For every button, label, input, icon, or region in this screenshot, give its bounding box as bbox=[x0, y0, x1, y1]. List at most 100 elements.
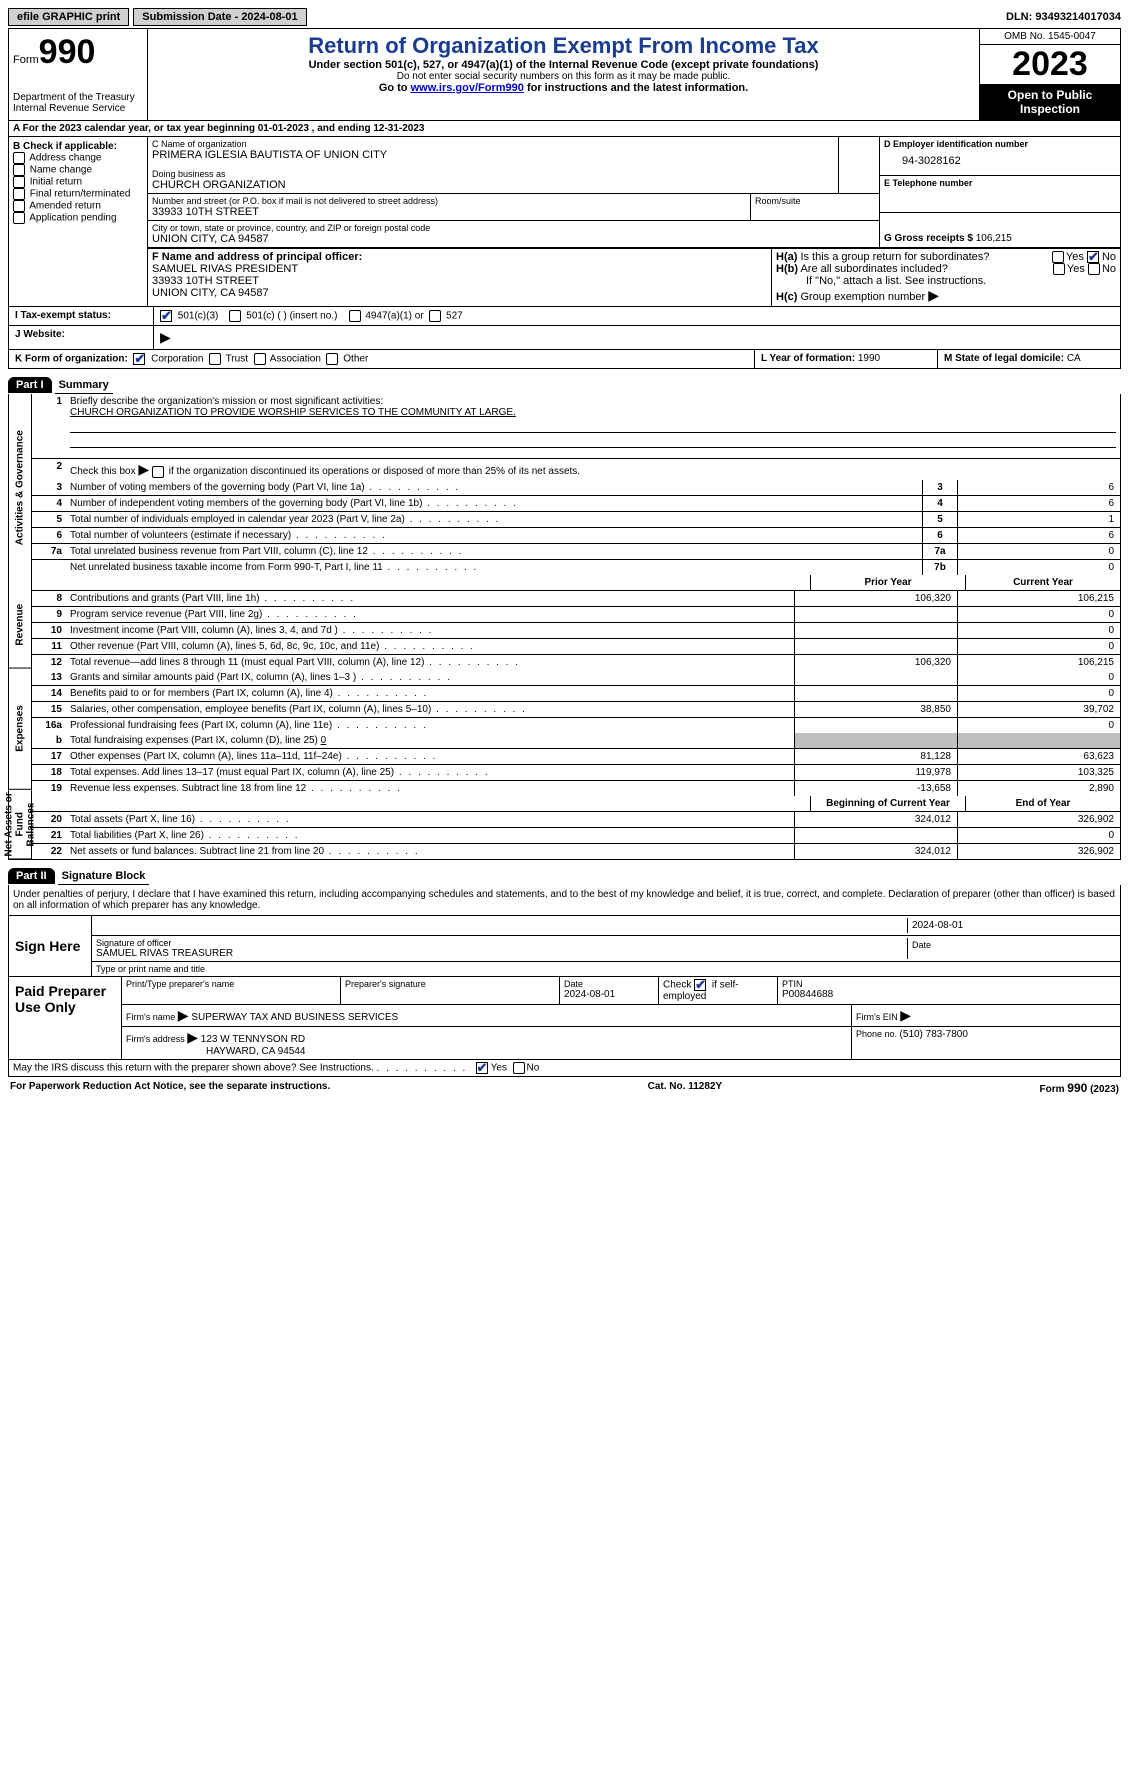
b-checkbox[interactable] bbox=[13, 188, 25, 200]
c-name-label: C Name of organization bbox=[152, 139, 834, 149]
firm-name-label: Firm's name bbox=[126, 1012, 178, 1022]
org-name: PRIMERA IGLESIA BAUTISTA OF UNION CITY bbox=[152, 149, 834, 161]
form-title: Return of Organization Exempt From Incom… bbox=[152, 33, 975, 59]
summary-row: 7aTotal unrelated business revenue from … bbox=[32, 544, 1120, 560]
b-item: Final return/terminated bbox=[13, 188, 143, 200]
paid-preparer-label: Paid Preparer Use Only bbox=[9, 977, 122, 1059]
h-b: H(b) Are all subordinates included? Yes … bbox=[776, 263, 1116, 275]
officer-title-label: Type or print name and title bbox=[96, 964, 205, 974]
m-state: M State of legal domicile: CA bbox=[938, 350, 1120, 368]
omb-number: OMB No. 1545-0047 bbox=[980, 29, 1120, 45]
summary-row: 9Program service revenue (Part VIII, lin… bbox=[32, 607, 1120, 623]
k-form-org: K Form of organization: Corporation Trus… bbox=[9, 350, 755, 368]
summary-row: 13Grants and similar amounts paid (Part … bbox=[32, 670, 1120, 686]
summary-row: 18Total expenses. Add lines 13–17 (must … bbox=[32, 765, 1120, 781]
irs-link[interactable]: www.irs.gov/Form990 bbox=[411, 82, 524, 94]
i-label: I Tax-exempt status: bbox=[9, 307, 154, 325]
s1-label: Briefly describe the organization's miss… bbox=[70, 396, 1116, 407]
footer: For Paperwork Reduction Act Notice, see … bbox=[8, 1077, 1121, 1099]
officer-name: SAMUEL RIVAS TREASURER bbox=[96, 948, 907, 959]
addr-label: Number and street (or P.O. box if mail i… bbox=[152, 196, 746, 206]
b-item: Amended return bbox=[13, 200, 143, 212]
s2-text: Check this box ▶ if the organization dis… bbox=[66, 459, 1120, 480]
d-ein-label: D Employer identification number bbox=[884, 139, 1116, 149]
dba-label: Doing business as bbox=[152, 169, 834, 179]
dln: DLN: 93493214017034 bbox=[1006, 11, 1121, 23]
k-corp-checkbox[interactable] bbox=[133, 353, 145, 365]
submission-date: Submission Date - 2024-08-01 bbox=[133, 8, 306, 26]
summary-row: 12Total revenue—add lines 8 through 11 (… bbox=[32, 655, 1120, 670]
summary-row: 6Total number of volunteers (estimate if… bbox=[32, 528, 1120, 544]
b-label: B Check if applicable: bbox=[13, 141, 143, 152]
summary-row: 3Number of voting members of the governi… bbox=[32, 480, 1120, 496]
g-receipts-label: G Gross receipts $ bbox=[884, 233, 976, 244]
prep-name-label: Print/Type preparer's name bbox=[126, 979, 336, 989]
summary-row: Net unrelated business taxable income fr… bbox=[32, 560, 1120, 575]
firm-name: SUPERWAY TAX AND BUSINESS SERVICES bbox=[191, 1012, 398, 1023]
ha-no-checkbox[interactable] bbox=[1087, 251, 1099, 263]
summary-row: 11Other revenue (Part VIII, column (A), … bbox=[32, 639, 1120, 655]
discuss-yes-checkbox[interactable] bbox=[476, 1062, 488, 1074]
j-label: J Website: bbox=[9, 326, 154, 349]
col-prior-year: Prior Year bbox=[810, 575, 965, 590]
part-1-title: Summary bbox=[55, 377, 113, 394]
top-bar: efile GRAPHIC print Submission Date - 20… bbox=[8, 8, 1121, 26]
sig-declaration: Under penalties of perjury, I declare th… bbox=[9, 885, 1120, 916]
summary-row: 17Other expenses (Part IX, column (A), l… bbox=[32, 749, 1120, 765]
dept-treasury: Department of the Treasury bbox=[13, 92, 143, 103]
addr-value: 33933 10TH STREET bbox=[152, 206, 746, 218]
i-options: 501(c)(3) 501(c) ( ) (insert no.) 4947(a… bbox=[154, 307, 1120, 325]
sig-date: 2024-08-01 bbox=[907, 918, 1116, 933]
b-checkbox[interactable] bbox=[13, 212, 25, 224]
dba-value: CHURCH ORGANIZATION bbox=[152, 179, 834, 191]
form-header: Form990 Department of the Treasury Inter… bbox=[8, 28, 1121, 369]
efile-button[interactable]: efile GRAPHIC print bbox=[8, 8, 129, 26]
irs-label: Internal Revenue Service bbox=[13, 103, 143, 114]
self-employed-check: Check if self-employed bbox=[659, 977, 778, 1004]
part-1-header: Part I bbox=[8, 377, 52, 393]
d-ein-value: 94-3028162 bbox=[884, 155, 1116, 167]
b-item: Address change bbox=[13, 152, 143, 164]
officer-sig-label: Signature of officer bbox=[96, 938, 907, 948]
b-item: Initial return bbox=[13, 176, 143, 188]
col-begin-year: Beginning of Current Year bbox=[810, 796, 965, 811]
prep-sig-label: Preparer's signature bbox=[345, 979, 555, 989]
b-item: Application pending bbox=[13, 212, 143, 224]
b-checkbox[interactable] bbox=[13, 200, 25, 212]
l-year: L Year of formation: 1990 bbox=[755, 350, 938, 368]
firm-addr1: 123 W TENNYSON RD bbox=[201, 1034, 305, 1045]
room-label: Room/suite bbox=[755, 196, 875, 206]
e-tel-label: E Telephone number bbox=[884, 178, 1116, 188]
part-2-title: Signature Block bbox=[58, 868, 150, 885]
self-employed-checkbox[interactable] bbox=[694, 979, 706, 991]
row-16 -desc: Total fundraising expenses (Part IX, col… bbox=[66, 733, 794, 748]
tax-year: 2023 bbox=[980, 45, 1120, 84]
firm-addr-label: Firm's address bbox=[126, 1034, 187, 1044]
discuss-row: May the IRS discuss this return with the… bbox=[9, 1060, 1120, 1076]
i-501c3-checkbox[interactable] bbox=[160, 310, 172, 322]
summary-row: 20Total assets (Part X, line 16)324,0123… bbox=[32, 812, 1120, 828]
b-item: Name change bbox=[13, 164, 143, 176]
row-a-tax-year: A For the 2023 calendar year, or tax yea… bbox=[9, 121, 1120, 137]
form-subtitle-2: Do not enter social security numbers on … bbox=[152, 71, 975, 82]
h-c: H(c) Group exemption number ▶ bbox=[776, 287, 1116, 304]
prep-date-label: Date bbox=[564, 979, 654, 989]
summary-row: 8Contributions and grants (Part VIII, li… bbox=[32, 591, 1120, 607]
ptin-label: PTIN bbox=[782, 979, 1116, 989]
summary-row: 10Investment income (Part VIII, column (… bbox=[32, 623, 1120, 639]
col-end-year: End of Year bbox=[965, 796, 1120, 811]
summary-row: 19Revenue less expenses. Subtract line 1… bbox=[32, 781, 1120, 796]
b-checkbox[interactable] bbox=[13, 176, 25, 188]
prep-date: 2024-08-01 bbox=[564, 989, 654, 1000]
b-checkbox[interactable] bbox=[13, 164, 25, 176]
form-subtitle-3: Go to www.irs.gov/Form990 for instructio… bbox=[152, 82, 975, 94]
part-2-header: Part II bbox=[8, 868, 55, 884]
g-receipts-value: 106,215 bbox=[976, 233, 1012, 244]
summary-row: 22Net assets or fund balances. Subtract … bbox=[32, 844, 1120, 859]
b-checkbox[interactable] bbox=[13, 152, 25, 164]
date-label: Date bbox=[912, 940, 1112, 950]
j-value: ▶ bbox=[154, 326, 1120, 349]
col-b-checkboxes: B Check if applicable: Address change Na… bbox=[9, 137, 148, 306]
city-value: UNION CITY, CA 94587 bbox=[152, 233, 875, 245]
h-b-note: If "No," attach a list. See instructions… bbox=[776, 275, 1116, 287]
